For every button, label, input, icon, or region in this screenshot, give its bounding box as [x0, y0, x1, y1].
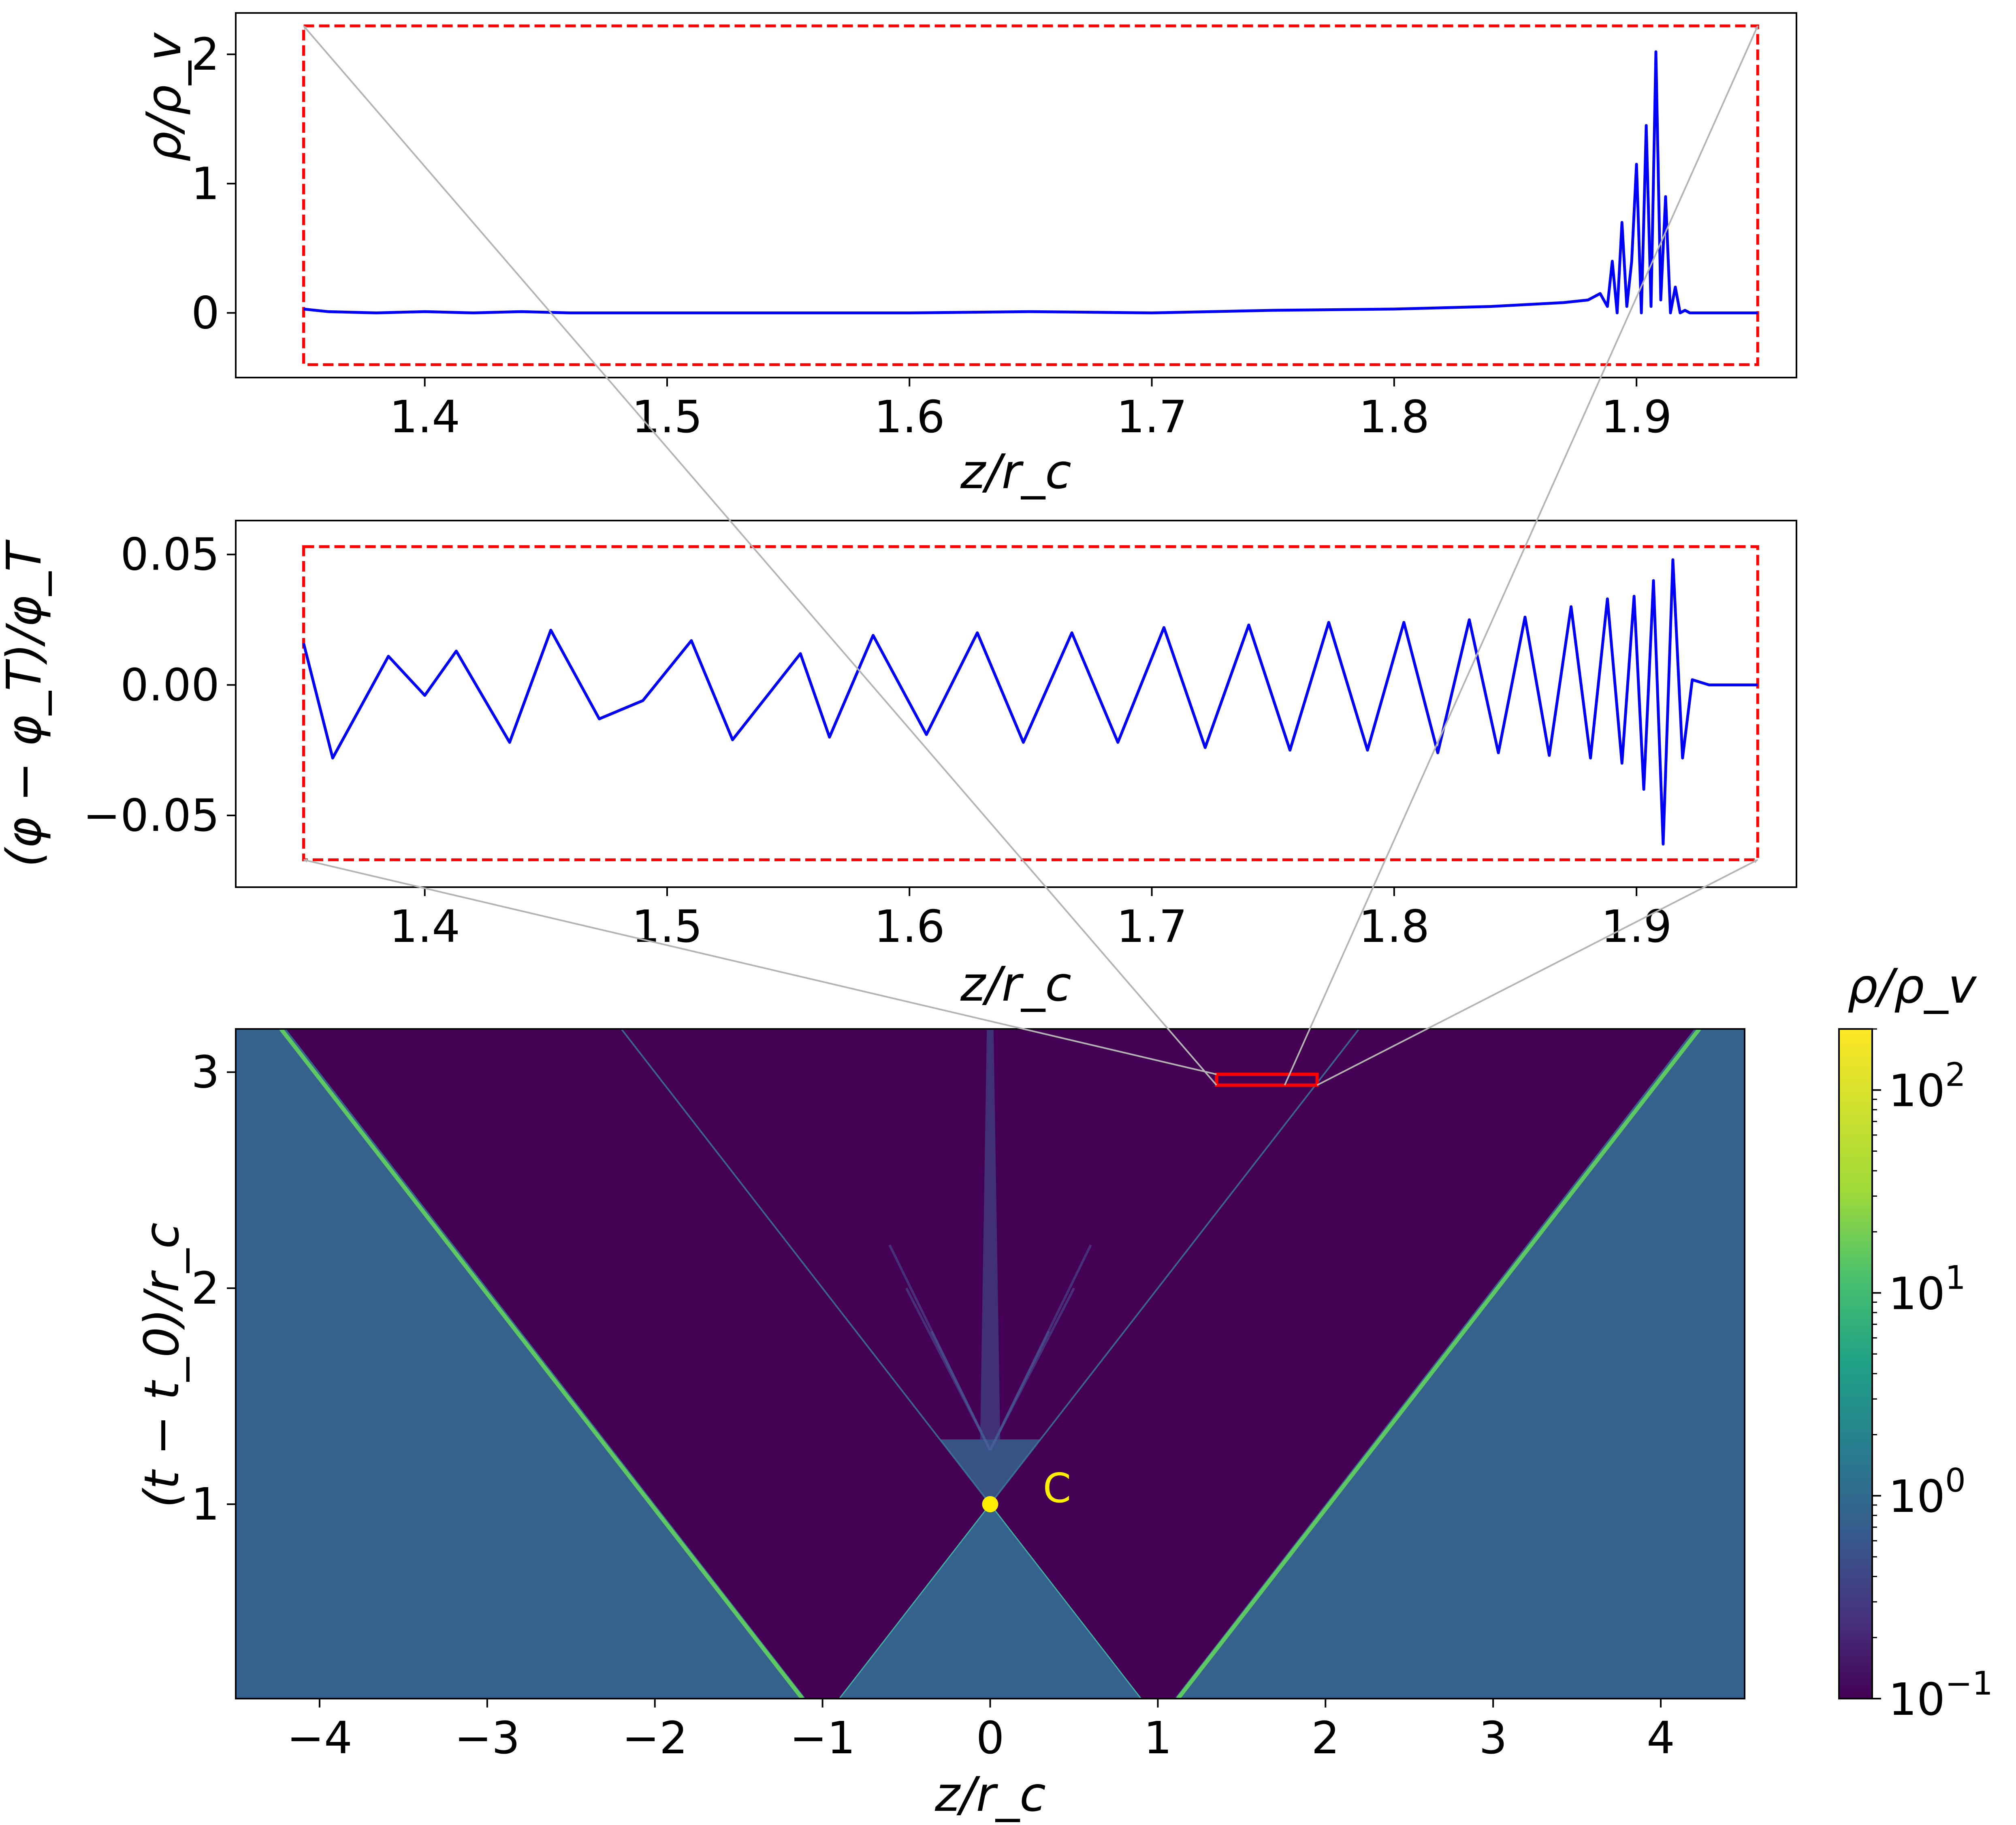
top-x-axis-label: z/r_c — [960, 444, 1071, 499]
middle-xtick-label: 1.7 — [1116, 901, 1187, 952]
top-xtick-label: 1.5 — [631, 391, 702, 443]
top-xtick-label: 1.9 — [1601, 391, 1672, 443]
colorbar-label: ρ/ρ_v — [1847, 958, 1978, 1014]
left-edge-highlight — [279, 1029, 804, 1699]
bottom-xtick-label: 1 — [1143, 1712, 1172, 1764]
middle-xtick-label: 1.5 — [631, 901, 702, 952]
spacetime-heatmap-panel: −4 −3 −2 −1 0 1 2 3 4 1 2 3 C (t − t_0)/r_c z/r_c — [134, 1028, 1745, 1822]
bottom-xtick-label: 2 — [1311, 1712, 1340, 1764]
bottom-ytick-label: 1 — [191, 1478, 220, 1530]
point-c-label: C — [1043, 1464, 1071, 1512]
density-line-panel: 1.4 1.5 1.6 1.7 1.8 1.9 0 1 2 ρ/ρ_v z/r_c — [136, 12, 1797, 499]
top-axes-frame — [235, 12, 1797, 378]
middle-zoom-box — [302, 545, 1759, 861]
top-ytick-label: 1 — [191, 158, 220, 209]
bottom-xtick-label: −3 — [454, 1712, 520, 1764]
heatmap-image — [236, 1029, 1745, 1699]
middle-ytick-label: −0.05 — [83, 790, 220, 841]
middle-y-axis-label: (φ − φ_T)/φ_T — [0, 539, 52, 867]
bottom-xtick-label: −4 — [287, 1712, 352, 1764]
zoom-arrow — [1316, 859, 1758, 1086]
central-wedge — [940, 1439, 1041, 1505]
colorbar-frame — [1838, 1028, 1873, 1699]
bottom-xtick-label: 3 — [1479, 1712, 1507, 1764]
top-zoom-box — [302, 24, 1759, 366]
point-c-marker — [982, 1496, 998, 1513]
bottom-x-axis-label: z/r_c — [934, 1766, 1046, 1822]
bottom-xtick-label: −2 — [622, 1712, 688, 1764]
bottom-y-axis-label: (t − t_0)/r_c — [134, 1223, 190, 1508]
middle-xtick-label: 1.4 — [389, 901, 460, 952]
colorbar-tick-label: 101 — [1888, 1259, 1966, 1319]
colorbar-gradient — [1839, 1029, 1872, 1699]
top-y-axis-label: ρ/ρ_v — [136, 32, 192, 162]
bottom-xtick-label: 4 — [1647, 1712, 1675, 1764]
right-edge-highlight — [1176, 1029, 1701, 1699]
inner-cone-right-edge — [990, 1504, 1142, 1699]
bottom-ytick-label: 2 — [191, 1262, 220, 1314]
middle-xtick-label: 1.8 — [1359, 901, 1429, 952]
zoom-arrow — [1284, 26, 1759, 1086]
selection-box — [1215, 1072, 1319, 1087]
middle-xtick-label: 1.6 — [874, 901, 945, 952]
top-xtick-label: 1.8 — [1359, 391, 1429, 443]
top-xtick-label: 1.6 — [874, 391, 945, 443]
middle-x-axis-label: z/r_c — [960, 956, 1071, 1012]
top-xtick-label: 1.4 — [389, 391, 460, 443]
inner-cone-left-edge — [838, 1504, 991, 1699]
bottom-xtick-label: −1 — [790, 1712, 855, 1764]
colorbar-tick-label: 100 — [1888, 1462, 1966, 1522]
middle-ytick-label: 0.00 — [120, 659, 220, 711]
left-diagonal-wave — [621, 1029, 991, 1505]
central-plume — [980, 1029, 1001, 1440]
top-ytick-label: 2 — [191, 28, 220, 80]
potential-series-line — [302, 558, 1758, 846]
zoom-arrow — [303, 25, 1217, 1086]
colorbar-tick-label: 10−1 — [1888, 1665, 1993, 1725]
right-diagonal-wave — [989, 1029, 1360, 1505]
density-series-line — [303, 50, 1758, 314]
zoom-connector-arrows — [303, 25, 1759, 1086]
middle-ytick-label: 0.05 — [120, 529, 220, 581]
middle-axes-frame — [235, 520, 1797, 888]
colorbar: 102 101 100 10−1 ρ/ρ_v — [1838, 958, 1993, 1725]
colorbar-tick-label: 102 — [1888, 1056, 1966, 1117]
bottom-xtick-label: 0 — [976, 1712, 1005, 1764]
potential-line-panel: 1.4 1.5 1.6 1.7 1.8 1.9 0.050.00−0.05 (φ − φ_… — [0, 520, 1797, 1012]
bottom-ytick-label: 3 — [191, 1046, 220, 1098]
zoom-arrow — [303, 858, 1217, 1075]
top-ytick-label: 0 — [191, 287, 220, 339]
top-xtick-label: 1.7 — [1116, 391, 1187, 443]
